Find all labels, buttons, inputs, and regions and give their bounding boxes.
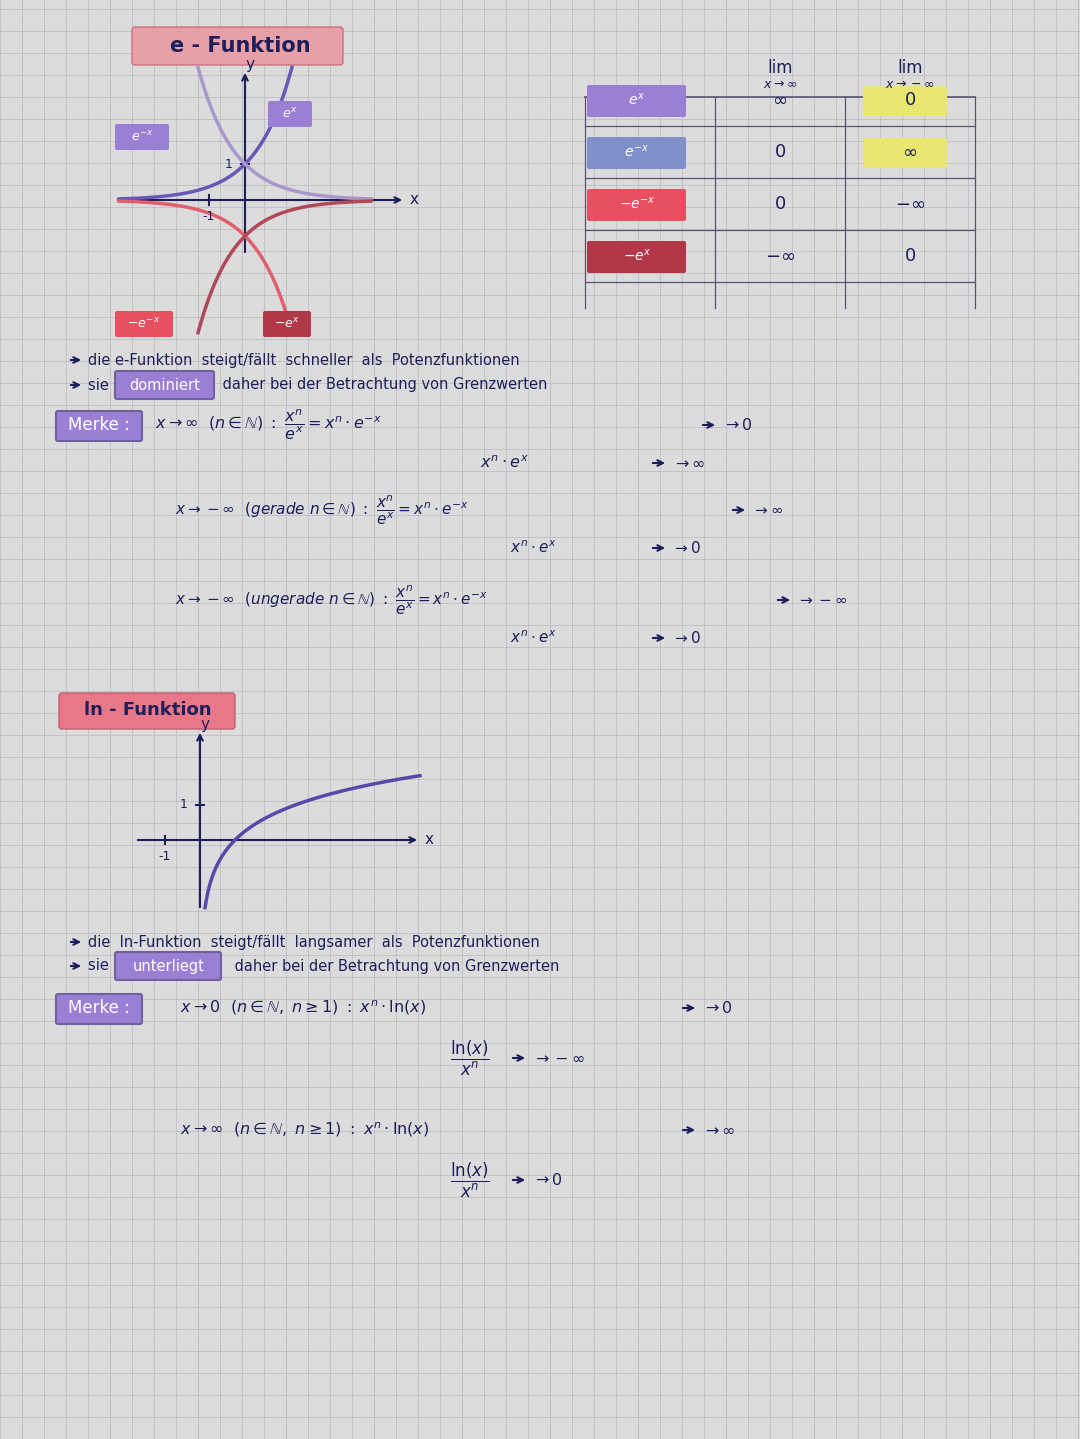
Text: $x \to \infty\ \ (n \in \mathbb{N},\ n \geq 1)\ :\ x^n \cdot \ln(x)$: $x \to \infty\ \ (n \in \mathbb{N},\ n \… [180, 1121, 430, 1140]
Text: $\to \infty$: $\to \infty$ [672, 456, 705, 471]
Text: 1: 1 [225, 157, 233, 170]
Text: lim: lim [767, 59, 793, 78]
Text: $x^n \cdot e^x$: $x^n \cdot e^x$ [480, 455, 529, 472]
FancyBboxPatch shape [114, 311, 173, 337]
Text: $x \to -\infty$: $x \to -\infty$ [886, 79, 935, 92]
FancyBboxPatch shape [588, 240, 686, 273]
Text: die e-Funktion  steigt/fällt  schneller  als  Potenzfunktionen: die e-Funktion steigt/fällt schneller al… [87, 353, 519, 367]
Text: $e^{-x}$: $e^{-x}$ [131, 130, 153, 144]
Text: $-e^{x}$: $-e^{x}$ [274, 317, 300, 331]
Text: $x^n \cdot e^x$: $x^n \cdot e^x$ [510, 540, 556, 557]
Text: $-e^{-x}$: $-e^{-x}$ [619, 196, 656, 212]
Text: $\infty$: $\infty$ [903, 142, 918, 161]
Text: $x \to \infty\ \ (n \in \mathbb{N})\ :\ \dfrac{x^n}{e^x} = x^n \cdot e^{-x}$: $x \to \infty\ \ (n \in \mathbb{N})\ :\ … [156, 407, 382, 442]
Text: dominiert: dominiert [130, 377, 201, 393]
FancyBboxPatch shape [264, 311, 311, 337]
Text: 0: 0 [904, 248, 916, 265]
Text: sie: sie [87, 377, 113, 393]
FancyBboxPatch shape [588, 137, 686, 168]
FancyBboxPatch shape [588, 189, 686, 222]
Text: $e^x$: $e^x$ [629, 92, 646, 108]
Text: e - Funktion: e - Funktion [170, 36, 310, 56]
Text: $-\infty$: $-\infty$ [765, 248, 795, 265]
FancyBboxPatch shape [56, 994, 141, 1025]
Text: 0: 0 [904, 91, 916, 109]
FancyBboxPatch shape [114, 953, 221, 980]
Text: $\to -\infty$: $\to -\infty$ [532, 1050, 585, 1065]
Text: Merke :: Merke : [68, 416, 130, 435]
FancyBboxPatch shape [863, 138, 947, 168]
Text: sie: sie [87, 958, 113, 974]
Text: daher bei der Betrachtung von Grenzwerten: daher bei der Betrachtung von Grenzwerte… [218, 377, 548, 393]
Text: $\to 0$: $\to 0$ [672, 630, 701, 646]
Text: 0: 0 [774, 196, 785, 213]
FancyBboxPatch shape [863, 86, 947, 117]
Text: $e^{x}$: $e^{x}$ [282, 106, 298, 121]
Text: unterliegt: unterliegt [133, 958, 205, 974]
Text: $x \to -\infty\ \ (gerade\ n \in \mathbb{N})\ :\ \dfrac{x^n}{e^x} = x^n \cdot e^: $x \to -\infty\ \ (gerade\ n \in \mathbb… [175, 494, 469, 527]
Text: $-e^{-x}$: $-e^{-x}$ [127, 317, 161, 331]
Text: $-\infty$: $-\infty$ [895, 196, 926, 213]
Text: 0: 0 [774, 142, 785, 161]
Text: $x \to -\infty\ \ (ungerade\ n \in \mathbb{N})\ :\ \dfrac{x^n}{e^x} = x^n \cdot : $x \to -\infty\ \ (ungerade\ n \in \math… [175, 583, 488, 617]
Text: $x \to 0\ \ (n \in \mathbb{N},\ n \geq 1)\ :\ x^n \cdot \ln(x)$: $x \to 0\ \ (n \in \mathbb{N},\ n \geq 1… [180, 999, 427, 1017]
Text: $\to \infty$: $\to \infty$ [702, 1122, 735, 1137]
FancyBboxPatch shape [588, 85, 686, 117]
Text: $x \to \infty$: $x \to \infty$ [762, 79, 797, 92]
FancyBboxPatch shape [59, 694, 235, 730]
Text: $\to -\infty$: $\to -\infty$ [797, 593, 848, 607]
Text: x: x [410, 193, 419, 207]
Text: 1: 1 [180, 799, 188, 812]
Text: $-e^x$: $-e^x$ [623, 248, 651, 263]
FancyBboxPatch shape [132, 27, 343, 65]
Text: y: y [245, 58, 255, 72]
Text: Merke :: Merke : [68, 999, 130, 1017]
Text: daher bei der Betrachtung von Grenzwerten: daher bei der Betrachtung von Grenzwerte… [230, 958, 559, 974]
Text: $\to \infty$: $\to \infty$ [752, 502, 784, 518]
Text: -1: -1 [203, 210, 215, 223]
Text: $\dfrac{\ln(x)}{x^n}$: $\dfrac{\ln(x)}{x^n}$ [450, 1039, 490, 1078]
Text: die  ln-Funktion  steigt/fällt  langsamer  als  Potenzfunktionen: die ln-Funktion steigt/fällt langsamer a… [87, 934, 540, 950]
Text: $\infty$: $\infty$ [772, 91, 787, 109]
FancyBboxPatch shape [56, 412, 141, 440]
FancyBboxPatch shape [114, 371, 214, 399]
FancyBboxPatch shape [268, 101, 312, 127]
Text: lim: lim [897, 59, 922, 78]
Text: $\dfrac{\ln(x)}{x^n}$: $\dfrac{\ln(x)}{x^n}$ [450, 1160, 490, 1200]
Text: x: x [426, 833, 434, 848]
Text: $\to 0$: $\to 0$ [702, 1000, 732, 1016]
Text: $x^n \cdot e^x$: $x^n \cdot e^x$ [510, 630, 556, 646]
Text: $\to 0$: $\to 0$ [532, 1171, 563, 1189]
Text: y: y [201, 718, 210, 732]
Text: $e^{-x}$: $e^{-x}$ [624, 144, 649, 160]
FancyBboxPatch shape [114, 124, 168, 150]
Text: $\to 0$: $\to 0$ [672, 540, 701, 555]
Text: -1: -1 [159, 849, 172, 862]
Text: $\to 0$: $\to 0$ [723, 417, 753, 433]
Text: ln - Funktion: ln - Funktion [84, 701, 212, 720]
